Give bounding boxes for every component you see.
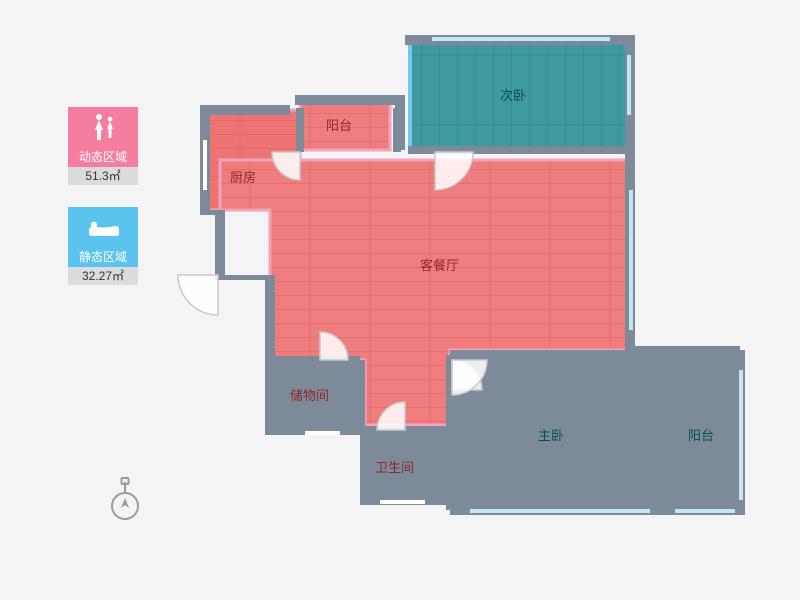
legend-dynamic-icon-box — [68, 107, 138, 147]
label-storage: 储物间 — [290, 388, 329, 403]
legend-dynamic-title: 动态区域 — [68, 147, 138, 167]
legend-static-value: 32.27㎡ — [68, 267, 138, 285]
label-kitchen: 厨房 — [230, 170, 256, 185]
label-master-bedroom: 主卧 — [538, 428, 564, 443]
door-entry — [178, 275, 218, 315]
floor-plan: 次卧 阳台 厨房 客餐厅 储物间 卫生间 主卧 阳台 — [170, 30, 760, 570]
legend-dynamic-value: 51.3㎡ — [68, 167, 138, 185]
sleeping-icon — [86, 214, 120, 240]
label-balcony-top: 阳台 — [326, 118, 352, 133]
legend-dynamic: 动态区域 51.3㎡ — [68, 107, 138, 185]
compass-icon — [105, 476, 145, 529]
people-icon — [88, 112, 118, 142]
legend-static-icon-box — [68, 207, 138, 247]
label-balcony-right: 阳台 — [688, 428, 714, 443]
label-bathroom: 卫生间 — [375, 460, 414, 475]
legend-static: 静态区域 32.27㎡ — [68, 207, 138, 285]
legend-static-title: 静态区域 — [68, 247, 138, 267]
label-living: 客餐厅 — [420, 258, 459, 273]
label-second-bedroom: 次卧 — [500, 88, 526, 103]
